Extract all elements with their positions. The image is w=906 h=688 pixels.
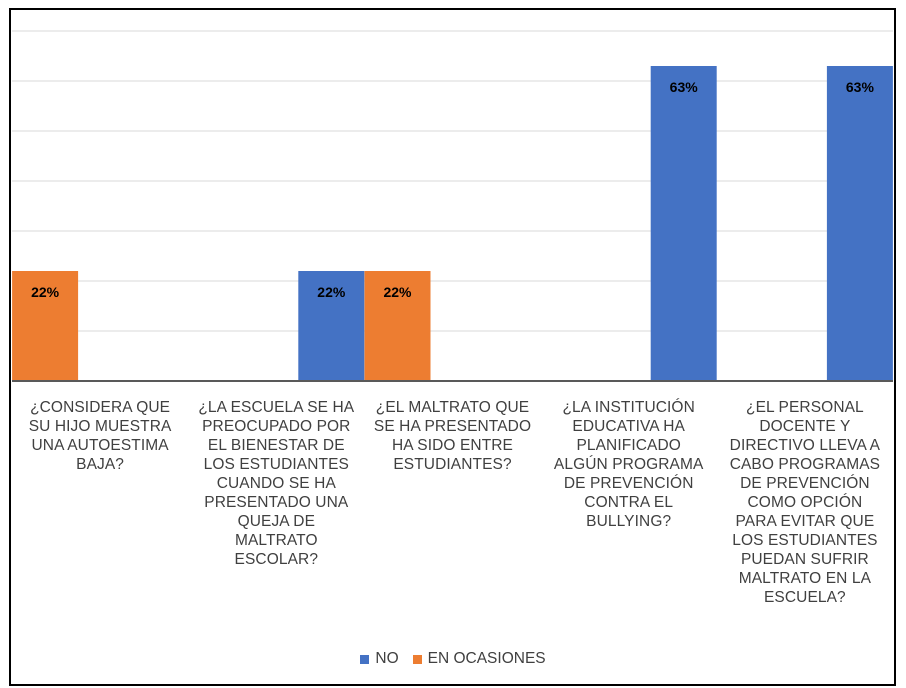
- gridlines: [12, 30, 893, 332]
- category-label-line: QUEJA DE: [237, 513, 316, 530]
- category-label-line: BULLYING?: [586, 513, 672, 530]
- category-label-line: PLANIFICADO: [576, 437, 681, 454]
- category-label-line: PRESENTADO UNA: [204, 494, 349, 511]
- category-label-line: BAJA?: [76, 456, 125, 473]
- category-label-line: PREOCUPADO POR: [202, 418, 351, 435]
- category-label-3: ¿EL MALTRATO QUE SE HA PRESENTADO HA SIDO …: [364, 398, 542, 474]
- category-label-line: DIRECTIVO LLEVA A: [729, 437, 881, 454]
- data-label-no-4: 63%: [670, 79, 699, 95]
- category-label-2: ¿LA ESCUELA SE HA PREOCUPADO POR EL BIENES…: [187, 398, 365, 569]
- data-labels: 22% 63% 63% 22% 22%: [31, 79, 874, 300]
- bar-en-ocasiones-3: [364, 271, 431, 381]
- category-label-line: ¿LA ESCUELA SE HA: [198, 399, 355, 416]
- category-label-line: LOS ESTUDIANTES: [203, 456, 349, 473]
- category-label-line: ESTUDIANTES?: [393, 456, 512, 473]
- bars: [12, 66, 893, 381]
- category-label-line: CONTRA EL: [584, 494, 674, 511]
- category-label-line: PARA EVITAR QUE: [735, 513, 875, 530]
- bar-en-ocasiones-1: [12, 271, 79, 381]
- bar-no-4: [650, 66, 717, 381]
- legend: NO EN OCASIONES: [0, 650, 906, 668]
- category-label-line: ALGÚN PROGRAMA: [553, 456, 704, 473]
- legend-swatch-no: [360, 654, 370, 664]
- data-label-no-2: 22%: [317, 284, 346, 300]
- legend-item-no: NO: [360, 650, 399, 668]
- data-label-en-ocasiones-3: 22%: [383, 284, 412, 300]
- legend-swatch-en-ocasiones: [412, 654, 422, 664]
- category-label-line: HA SIDO ENTRE: [391, 437, 514, 454]
- category-label-line: SU HIJO MUESTRA: [28, 418, 172, 435]
- category-label-line: CABO PROGRAMAS: [729, 456, 881, 473]
- category-label-line: DE PREVENCIÓN: [563, 475, 694, 492]
- category-label-line: ESCUELA?: [763, 589, 846, 606]
- bar-no-2: [298, 271, 365, 381]
- category-label-line: ¿EL MALTRATO QUE: [375, 399, 530, 416]
- category-label-line: COMO OPCIÓN: [747, 494, 863, 511]
- category-label-line: EDUCATIVA HA: [572, 418, 685, 435]
- category-label-4: ¿LA INSTITUCIÓN EDUCATIVA HA PLANIFICADO AL…: [540, 398, 718, 531]
- category-label-line: LOS ESTUDIANTES: [732, 532, 878, 549]
- category-label-line: SE HA PRESENTADO: [373, 418, 532, 435]
- legend-item-en-ocasiones: EN OCASIONES: [412, 650, 546, 668]
- category-label-line: ¿EL PERSONAL: [746, 399, 864, 416]
- category-label-line: MALTRATO EN LA: [738, 570, 872, 587]
- category-label-1: ¿CONSIDERA QUE SU HIJO MUESTRA UNA AUTOEST…: [11, 398, 189, 474]
- category-label-line: EL BIENESTAR DE: [207, 437, 345, 454]
- category-label-line: MALTRATO: [234, 532, 318, 549]
- category-label-line: CUANDO SE HA: [216, 475, 336, 492]
- data-label-no-5: 63%: [846, 79, 875, 95]
- category-label-line: DE PREVENCIÓN: [740, 475, 870, 492]
- bar-no-5: [826, 66, 893, 381]
- category-label-line: ¿LA INSTITUCIÓN: [562, 399, 695, 416]
- data-label-en-ocasiones-1: 22%: [31, 284, 60, 300]
- legend-label-no: NO: [375, 650, 399, 667]
- category-label-line: PUEDAN SUFRIR: [740, 551, 869, 568]
- category-label-5: ¿EL PERSONAL DOCENTE Y DIRECTIVO LLEVA A CA…: [716, 398, 894, 607]
- chart-frame: [9, 8, 896, 686]
- legend-label-en-ocasiones: EN OCASIONES: [427, 650, 546, 667]
- category-label-line: DOCENTE Y: [759, 418, 851, 435]
- category-label-line: ESCOLAR?: [234, 551, 319, 568]
- category-label-line: UNA AUTOESTIMA: [31, 437, 169, 454]
- category-label-line: ¿CONSIDERA QUE: [30, 399, 171, 416]
